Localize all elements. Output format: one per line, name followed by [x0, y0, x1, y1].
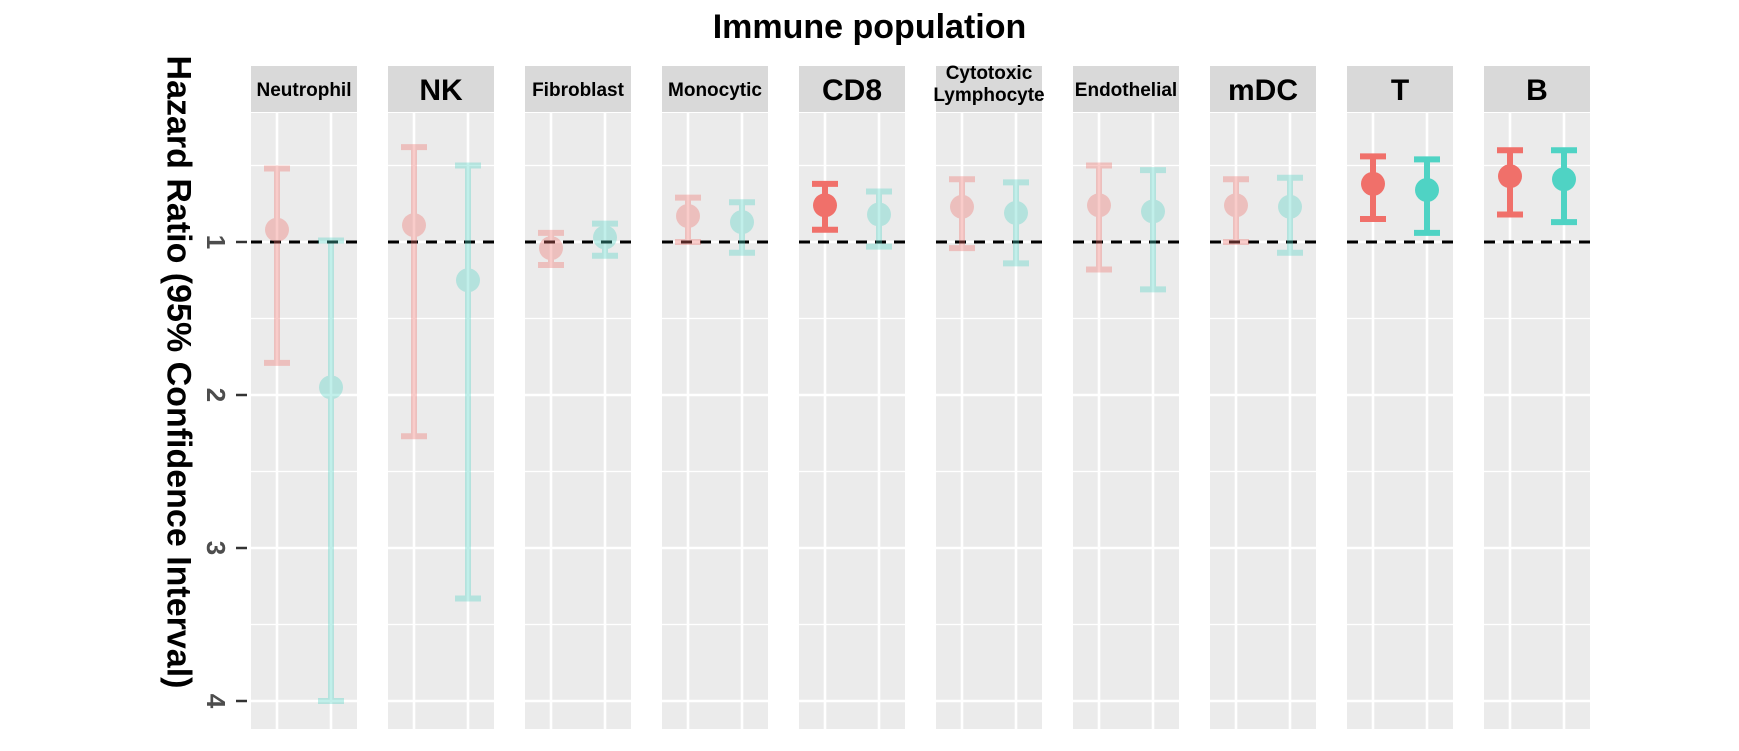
y-tick-label: 4 [201, 694, 231, 709]
hazard-ratio-point [950, 194, 974, 219]
strip-background [251, 66, 357, 112]
hazard-ratio-point [813, 193, 837, 218]
errorbar-group [455, 162, 481, 602]
strip-background [662, 66, 768, 112]
errorbar-group [675, 194, 701, 245]
strip-background [1484, 66, 1590, 112]
errorbar-group [592, 220, 618, 259]
hazard-ratio-point [1498, 164, 1522, 189]
errorbar-group [401, 144, 427, 440]
strip-background [1347, 66, 1453, 112]
panel-background [1347, 113, 1453, 729]
hazard-ratio-point [319, 375, 343, 400]
strip-label: Cytotoxic Lymphocyte [933, 63, 1044, 106]
strip-label: B [1526, 74, 1548, 107]
errorbar-group [729, 199, 755, 256]
errorbar-group [318, 237, 344, 704]
strip-label: Endothelial [1075, 80, 1177, 101]
hazard-ratio-point [1278, 194, 1302, 219]
chart-title: Immune population [712, 8, 1027, 46]
errorbar-group [1003, 179, 1029, 267]
y-tick-label: 3 [201, 541, 231, 555]
strip-background [1210, 66, 1316, 112]
strip-label: T [1391, 74, 1409, 107]
y-tick-label: 1 [201, 235, 231, 249]
errorbar-group [1086, 162, 1112, 273]
strip-background [1073, 66, 1179, 112]
errorbar-group [1414, 156, 1440, 236]
strip-label: NK [419, 74, 463, 107]
hazard-ratio-point [539, 236, 563, 261]
panel-background [936, 113, 1042, 729]
strip-label: Fibroblast [532, 80, 625, 101]
strip-background [936, 66, 1042, 112]
errorbar-group [1551, 147, 1577, 226]
panel-background [1210, 113, 1316, 729]
hazard-ratio-point [730, 210, 754, 235]
strip-background [525, 66, 631, 112]
hazard-ratio-point [265, 217, 289, 242]
y-tick-label: 2 [201, 388, 231, 402]
strip-label: CD8 [822, 74, 882, 107]
errorbar-group [264, 165, 290, 366]
errorbar-group [949, 176, 975, 252]
hazard-ratio-point [1224, 193, 1248, 218]
errorbar-group [1277, 174, 1303, 256]
errorbar-group [866, 188, 892, 250]
hazard-ratio-point [402, 213, 426, 238]
panel-background [1484, 113, 1590, 729]
panel-background [662, 113, 768, 729]
strip-label: Monocytic [668, 80, 762, 101]
strip-background [388, 66, 494, 112]
strip-background [799, 66, 905, 112]
strip-label-line: Lymphocyte [933, 85, 1044, 106]
panel-background [251, 113, 357, 729]
hazard-ratio-point [1004, 200, 1028, 225]
panel-background [388, 113, 494, 729]
errorbar-group [538, 229, 564, 268]
hazard-ratio-point [1552, 167, 1576, 192]
hazard-ratio-point [676, 203, 700, 228]
hazard-ratio-point [867, 202, 891, 227]
errorbar-group [812, 180, 838, 233]
hazard-ratio-point [1415, 177, 1439, 202]
panel-background [525, 113, 631, 729]
strip-label-line: Cytotoxic [946, 63, 1033, 84]
strip-label: mDC [1228, 74, 1298, 107]
hazard-ratio-point [1141, 199, 1165, 224]
errorbar-group [1223, 176, 1249, 245]
strip-label: Neutrophil [257, 80, 352, 101]
panel-background [1073, 113, 1179, 729]
hazard-ratio-point [1361, 171, 1385, 196]
hazard-ratio-point [593, 225, 617, 250]
hazard-ratio-point [1087, 193, 1111, 218]
errorbar-group [1360, 153, 1386, 223]
hazard-ratio-point [456, 268, 480, 293]
errorbar-group [1140, 167, 1166, 293]
panel-background [799, 113, 905, 729]
errorbar-group [1497, 147, 1523, 218]
